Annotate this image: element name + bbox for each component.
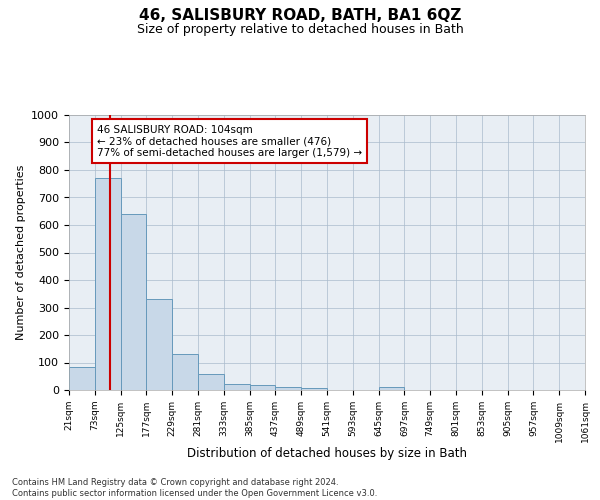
Bar [69,368,95,390]
Bar [275,386,301,390]
Bar [301,388,327,390]
Bar [198,374,224,390]
Bar [95,178,121,390]
Bar [146,299,172,390]
Text: Contains HM Land Registry data © Crown copyright and database right 2024.
Contai: Contains HM Land Registry data © Crown c… [12,478,377,498]
Y-axis label: Number of detached properties: Number of detached properties [16,165,26,340]
Text: Size of property relative to detached houses in Bath: Size of property relative to detached ho… [137,22,463,36]
X-axis label: Distribution of detached houses by size in Bath: Distribution of detached houses by size … [187,448,467,460]
Bar [224,384,250,390]
Text: 46, SALISBURY ROAD, BATH, BA1 6QZ: 46, SALISBURY ROAD, BATH, BA1 6QZ [139,8,461,22]
Bar [379,387,404,390]
Bar [172,354,198,390]
Bar [250,385,275,390]
Bar [121,214,146,390]
Text: 46 SALISBURY ROAD: 104sqm
← 23% of detached houses are smaller (476)
77% of semi: 46 SALISBURY ROAD: 104sqm ← 23% of detac… [97,124,362,158]
